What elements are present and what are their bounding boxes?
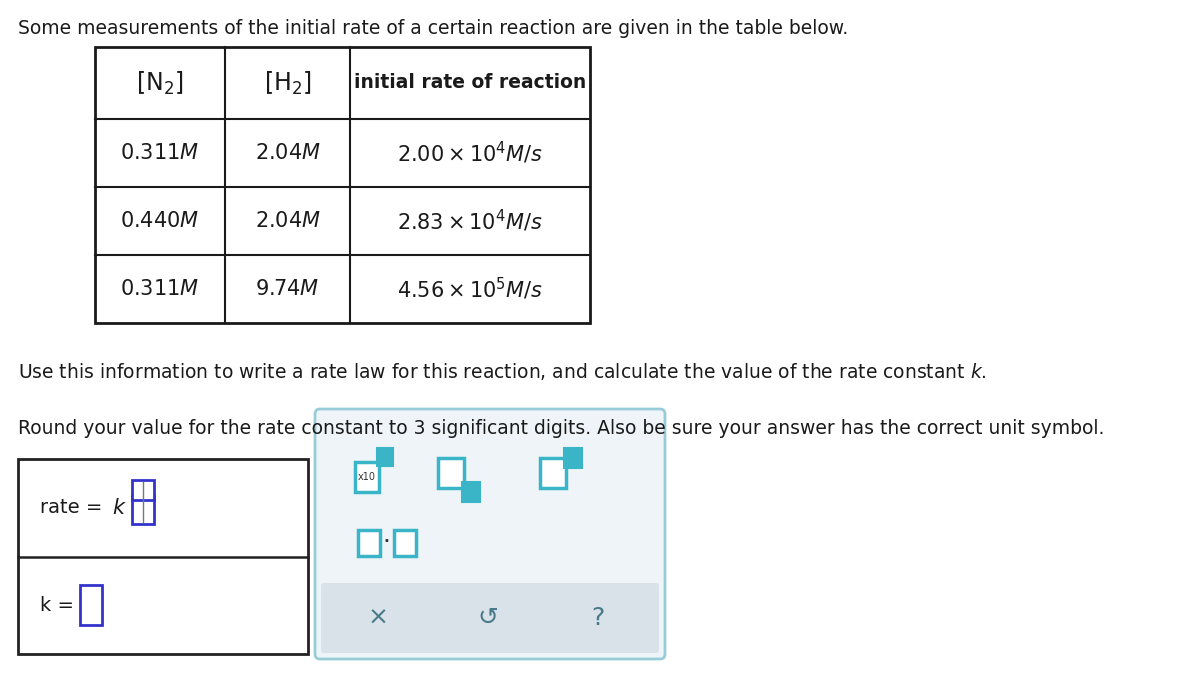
Bar: [462, 482, 480, 502]
Text: $2.04\mathit{M}$: $2.04\mathit{M}$: [254, 211, 320, 231]
Bar: [132, 480, 154, 500]
Bar: [377, 448, 394, 466]
Text: $2.83 \times 10^{4}\mathit{M}/\mathit{s}$: $2.83 \times 10^{4}\mathit{M}/\mathit{s}…: [397, 208, 542, 234]
Text: ↺: ↺: [478, 606, 498, 630]
Bar: [540, 458, 566, 488]
Bar: [564, 448, 582, 468]
FancyBboxPatch shape: [314, 409, 665, 659]
Text: k =: k =: [40, 596, 80, 614]
Text: x10: x10: [358, 472, 376, 482]
Text: $2.04\mathit{M}$: $2.04\mathit{M}$: [254, 143, 320, 163]
Text: $2.00 \times 10^{4}\mathit{M}/\mathit{s}$: $2.00 \times 10^{4}\mathit{M}/\mathit{s}…: [397, 140, 544, 166]
Text: $0.440\mathit{M}$: $0.440\mathit{M}$: [120, 211, 199, 231]
Bar: [18, 459, 308, 654]
Bar: [95, 47, 590, 323]
Bar: [132, 495, 154, 524]
Text: $\left[\mathrm{N_2}\right]$: $\left[\mathrm{N_2}\right]$: [137, 69, 184, 97]
Bar: [438, 458, 464, 488]
Bar: [358, 530, 380, 556]
Bar: [80, 585, 102, 626]
Text: $\left[\mathrm{H_2}\right]$: $\left[\mathrm{H_2}\right]$: [264, 69, 311, 97]
Text: Some measurements of the initial rate of a certain reaction are given in the tab: Some measurements of the initial rate of…: [18, 19, 848, 38]
Text: $9.74\mathit{M}$: $9.74\mathit{M}$: [256, 279, 319, 299]
Text: Round your value for the rate constant to 3 significant digits. Also be sure you: Round your value for the rate constant t…: [18, 419, 1104, 438]
Text: initial rate of reaction: initial rate of reaction: [354, 73, 586, 93]
Text: $4.56 \times 10^{5}\mathit{M}/\mathit{s}$: $4.56 \times 10^{5}\mathit{M}/\mathit{s}…: [397, 276, 544, 302]
Text: $k$: $k$: [112, 498, 127, 518]
Text: $0.311\mathit{M}$: $0.311\mathit{M}$: [120, 279, 199, 299]
Text: ×: ×: [367, 606, 389, 630]
Text: ·: ·: [382, 530, 390, 554]
Bar: [394, 530, 416, 556]
Text: $0.311\mathit{M}$: $0.311\mathit{M}$: [120, 143, 199, 163]
FancyBboxPatch shape: [322, 583, 659, 653]
Text: ?: ?: [592, 606, 605, 630]
Text: Use this information to write a rate law for this reaction, and calculate the va: Use this information to write a rate law…: [18, 361, 986, 382]
Text: rate =: rate =: [40, 498, 109, 517]
Bar: [355, 462, 379, 492]
